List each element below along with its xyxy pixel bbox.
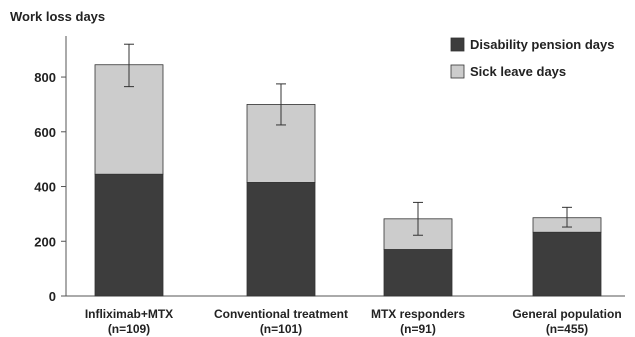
legend-swatch	[450, 37, 465, 52]
y-tick-label: 800	[34, 70, 56, 85]
legend-swatch	[450, 64, 465, 79]
bar-segment	[532, 231, 602, 297]
legend: Disability pension days Sick leave days	[450, 37, 615, 79]
bars	[94, 64, 602, 297]
x-tick-label: (n=101)	[260, 322, 302, 336]
x-tick-label: (n=109)	[108, 322, 150, 336]
x-tick-label: General population	[512, 307, 621, 321]
y-tick-label: 400	[34, 180, 56, 195]
error-bars	[124, 43, 572, 236]
x-tick-label: MTX responders	[371, 307, 465, 321]
x-axis-labels: Infliximab+MTX(n=109) Conventional treatm…	[85, 307, 622, 336]
legend-label: Disability pension days	[470, 37, 615, 52]
bar-segment	[246, 182, 316, 297]
bar-segment	[94, 173, 164, 297]
y-tick-label: 600	[34, 125, 56, 140]
y-axis-title: Work loss days	[10, 9, 105, 24]
bar-segment	[383, 249, 453, 297]
x-tick-label: Infliximab+MTX	[85, 307, 173, 321]
x-tick-label: (n=455)	[546, 322, 588, 336]
y-tick-label: 0	[49, 289, 56, 304]
x-tick-label: Conventional treatment	[214, 307, 348, 321]
y-tick-label: 200	[34, 234, 56, 249]
x-tick-label: (n=91)	[400, 322, 436, 336]
legend-label: Sick leave days	[470, 64, 566, 79]
